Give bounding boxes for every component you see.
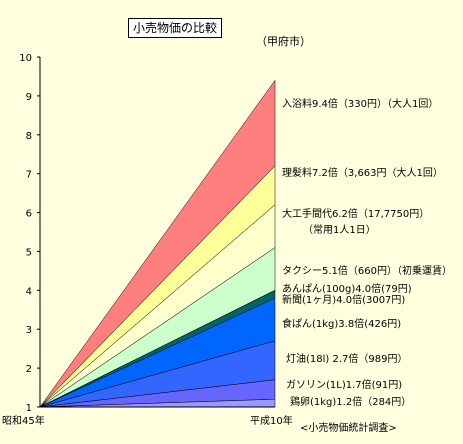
series-label-大工手間代: 大工手間代6.2倍（17,7750円） (282, 207, 429, 220)
series-label-理髪料: 理髪料7.2倍（3,663円（大人1回） (282, 166, 443, 179)
chart-title: 小売物価の比較 (128, 18, 223, 38)
series-label-大工手間代-2: （常用1人1日） (303, 223, 376, 236)
series-label-タクシー: タクシー5.1倍（660円）（初乗運賃） (282, 264, 452, 277)
y-tick-label: 2 (26, 364, 32, 375)
series-label-入浴料: 入浴料9.4倍（330円）（大人1回） (282, 97, 438, 110)
y-tick-label: 4 (26, 286, 32, 297)
x-tick-label: 昭和45年 (2, 414, 45, 427)
series-label-鶏卵: 鶏卵(1kg)1.2倍（284円） (290, 395, 411, 408)
series-label-食ぱん: 食ぱん(1kg)3.8倍(426円) (282, 317, 401, 330)
y-tick-label: 8 (26, 131, 32, 142)
unit-note: （甲府市） (256, 35, 311, 48)
y-tick-label: 3 (26, 325, 32, 336)
source-note: <小売物価統計調査> (300, 423, 397, 434)
series-label-ガソリン: ガソリン(1L)1.7倍(91円) (286, 378, 402, 391)
series-label-あんぱん: あんぱん(100g)4.0倍(79円) (282, 282, 412, 295)
y-tick-label: 7 (26, 170, 32, 181)
x-tick-label: 平成10年 (250, 414, 293, 427)
series-label-新聞: 新聞(1ヶ月)4.0倍(3007円) (282, 293, 405, 306)
y-tick-label: 9 (26, 92, 32, 103)
y-tick-label: 5 (26, 247, 32, 258)
series-label-灯油: 灯油(18l) 2.7倍（989円） (286, 352, 407, 365)
y-tick-label: 1 (26, 403, 32, 414)
y-tick-label: 6 (26, 209, 32, 220)
y-tick-label: 10 (19, 53, 32, 64)
